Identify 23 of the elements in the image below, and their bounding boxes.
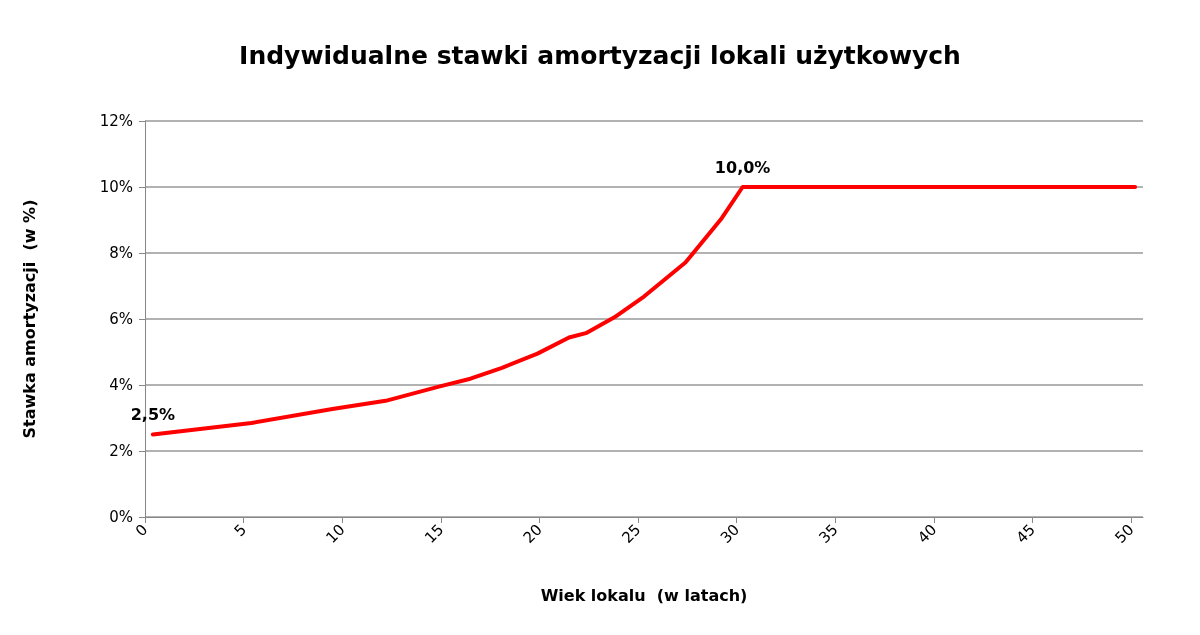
- x-tick-label: 5: [230, 520, 250, 541]
- x-tick-label: 45: [1012, 520, 1039, 547]
- x-tick-label: 40: [914, 520, 941, 547]
- y-axis-title: Stawka amortyzacji (w %): [19, 199, 39, 439]
- y-tick-label: 12%: [99, 112, 133, 130]
- x-tick-label: 15: [421, 520, 448, 547]
- y-tick-label: 4%: [109, 376, 133, 394]
- x-tick-label: 20: [519, 520, 546, 547]
- annotation: 2,5%: [130, 405, 176, 424]
- y-tick-label: 2%: [109, 442, 133, 460]
- x-tick-label: 25: [618, 520, 645, 547]
- x-axis-title: Wiek lokalu (w latach): [540, 585, 748, 605]
- y-tick-label: 0%: [109, 508, 133, 526]
- chart-title: Indywidualne stawki amortyzacji lokali użytkowych: [239, 41, 961, 70]
- x-tick-label: 0: [131, 520, 152, 541]
- x-tick-label: 10: [322, 520, 349, 547]
- x-tick-label: 50: [1111, 520, 1138, 547]
- x-tick-label: 35: [815, 520, 842, 547]
- y-tick-label: 6%: [109, 310, 133, 328]
- x-tick-label: 30: [716, 520, 744, 547]
- y-tick-label: 10%: [99, 178, 133, 196]
- y-tick-label: 8%: [109, 244, 133, 262]
- annotation: 10,0%: [714, 157, 771, 177]
